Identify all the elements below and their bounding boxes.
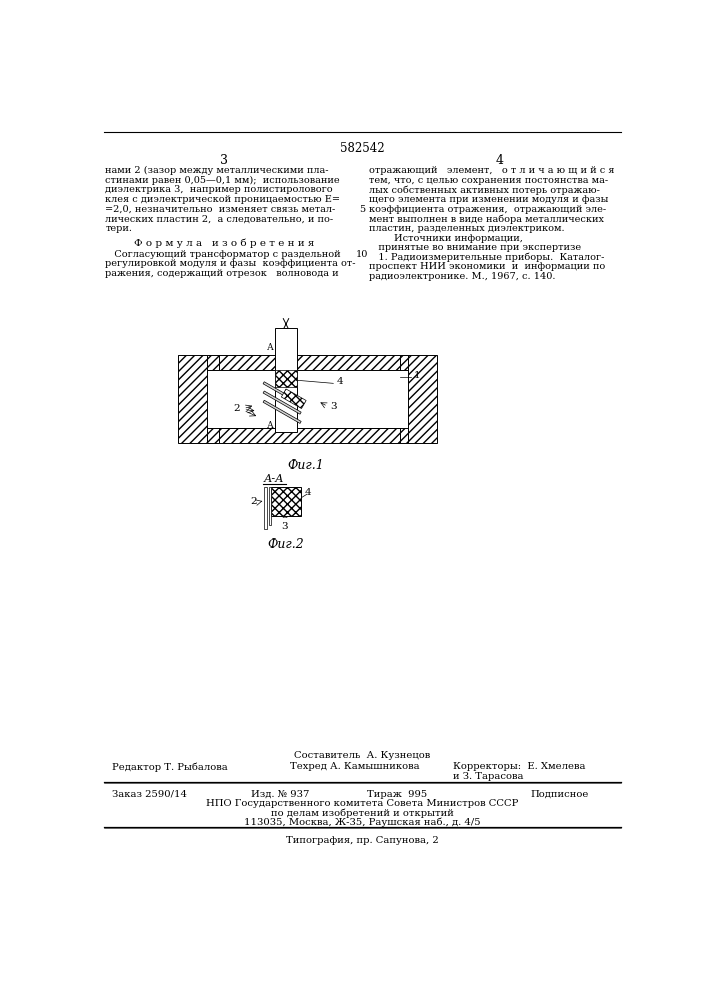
Polygon shape xyxy=(263,382,301,405)
Text: НПО Государственного комитета Совета Министров СССР: НПО Государственного комитета Совета Мин… xyxy=(206,799,518,808)
Bar xyxy=(400,355,408,370)
Text: Ф о р м у л а   и з о б р е т е н и я: Ф о р м у л а и з о б р е т е н и я xyxy=(134,238,314,248)
Text: по делам изобретений и открытий: по делам изобретений и открытий xyxy=(271,808,453,818)
Text: 10: 10 xyxy=(356,250,368,259)
Text: 3: 3 xyxy=(220,154,228,167)
Text: коэффициента отражения,  отражающий эле-: коэффициента отражения, отражающий эле- xyxy=(369,205,606,214)
Bar xyxy=(218,355,400,370)
Text: ражения, содержащий отрезок   волновода и: ражения, содержащий отрезок волновода и xyxy=(105,269,339,278)
Text: 3: 3 xyxy=(281,522,288,531)
Text: Фиг.2: Фиг.2 xyxy=(268,538,305,551)
Text: регулировкой модуля и фазы  коэффициента от-: регулировкой модуля и фазы коэффициента … xyxy=(105,259,356,268)
Text: 4: 4 xyxy=(337,377,343,386)
Text: А: А xyxy=(267,421,274,430)
Text: Корректоры:  Е. Хмелева: Корректоры: Е. Хмелева xyxy=(452,762,585,771)
Text: Редактор Т. Рыбалова: Редактор Т. Рыбалова xyxy=(112,762,228,772)
Bar xyxy=(269,487,271,525)
Bar xyxy=(218,428,400,443)
Text: и З. Тарасова: и З. Тарасова xyxy=(452,772,523,781)
Bar xyxy=(264,487,267,529)
Bar xyxy=(275,370,297,387)
Text: Заказ 2590/14: Заказ 2590/14 xyxy=(112,790,187,799)
Bar xyxy=(218,370,400,428)
Bar xyxy=(400,428,408,443)
Text: проспект НИИ экономики  и  информации по: проспект НИИ экономики и информации по xyxy=(369,262,605,271)
Bar xyxy=(207,428,218,443)
Text: 5: 5 xyxy=(359,205,365,214)
Polygon shape xyxy=(263,400,301,423)
Text: А-А: А-А xyxy=(264,474,285,484)
Text: нами 2 (зазор между металлическими пла-: нами 2 (зазор между металлическими пла- xyxy=(105,166,329,175)
Text: 1. Радиоизмерительные приборы.  Каталог-: 1. Радиоизмерительные приборы. Каталог- xyxy=(369,253,604,262)
Bar xyxy=(177,355,207,443)
Text: 113035, Москва, Ж-35, Раушская наб., д. 4/5: 113035, Москва, Ж-35, Раушская наб., д. … xyxy=(244,818,480,827)
Bar xyxy=(207,355,218,370)
Text: =2,0, незначительно  изменяет связь метал-: =2,0, незначительно изменяет связь метал… xyxy=(105,205,336,214)
Text: 4: 4 xyxy=(495,154,503,167)
Text: Типография, пр. Сапунова, 2: Типография, пр. Сапунова, 2 xyxy=(286,836,438,845)
Text: мент выполнен в виде набора металлических: мент выполнен в виде набора металлически… xyxy=(369,214,604,224)
Text: тери.: тери. xyxy=(105,224,132,233)
Text: Подписное: Подписное xyxy=(530,790,588,799)
Text: Техред А. Камышникова: Техред А. Камышникова xyxy=(290,762,419,771)
Text: Источники информации,: Источники информации, xyxy=(369,234,522,243)
Text: радиоэлектронике. М., 1967, с. 140.: радиоэлектронике. М., 1967, с. 140. xyxy=(369,272,556,281)
Text: А: А xyxy=(267,343,274,352)
Text: Согласующий трансформатор с раздельной: Согласующий трансформатор с раздельной xyxy=(105,250,341,259)
Text: Изд. № 937: Изд. № 937 xyxy=(251,790,310,799)
Bar xyxy=(408,355,437,443)
Bar xyxy=(275,328,297,432)
Text: пластин, разделенных диэлектриком.: пластин, разделенных диэлектриком. xyxy=(369,224,565,233)
Text: стинами равен 0,05—0,1 мм);  использование: стинами равен 0,05—0,1 мм); использовани… xyxy=(105,176,340,185)
Text: лых собственных активных потерь отражаю-: лых собственных активных потерь отражаю- xyxy=(369,185,600,195)
Text: 1: 1 xyxy=(414,371,421,380)
Text: диэлектрика 3,  например полистиролового: диэлектрика 3, например полистиролового xyxy=(105,185,333,194)
Text: клея с диэлектрической проницаемостью E=: клея с диэлектрической проницаемостью E= xyxy=(105,195,341,204)
Text: 3: 3 xyxy=(281,511,288,520)
Bar xyxy=(271,487,300,516)
Text: щего элемента при изменении модуля и фазы: щего элемента при изменении модуля и фаз… xyxy=(369,195,608,204)
Polygon shape xyxy=(281,389,306,409)
Text: 2: 2 xyxy=(233,404,240,413)
Text: 3: 3 xyxy=(330,402,337,411)
Text: 2: 2 xyxy=(251,497,257,506)
Text: 4: 4 xyxy=(305,488,311,497)
Text: отражающий   элемент,   о т л и ч а ю щ и й с я: отражающий элемент, о т л и ч а ю щ и й … xyxy=(369,166,614,175)
Text: 582542: 582542 xyxy=(339,142,385,155)
Text: лических пластин 2,  а следовательно, и по-: лических пластин 2, а следовательно, и п… xyxy=(105,214,334,223)
Polygon shape xyxy=(263,391,301,414)
Text: Составитель  А. Кузнецов: Составитель А. Кузнецов xyxy=(294,751,430,760)
Text: тем, что, с целью сохранения постоянства ма-: тем, что, с целью сохранения постоянства… xyxy=(369,176,608,185)
Text: Фиг.1: Фиг.1 xyxy=(287,459,324,472)
Text: принятые во внимание при экспертизе: принятые во внимание при экспертизе xyxy=(369,243,581,252)
Text: Тираж  995: Тираж 995 xyxy=(368,790,428,799)
